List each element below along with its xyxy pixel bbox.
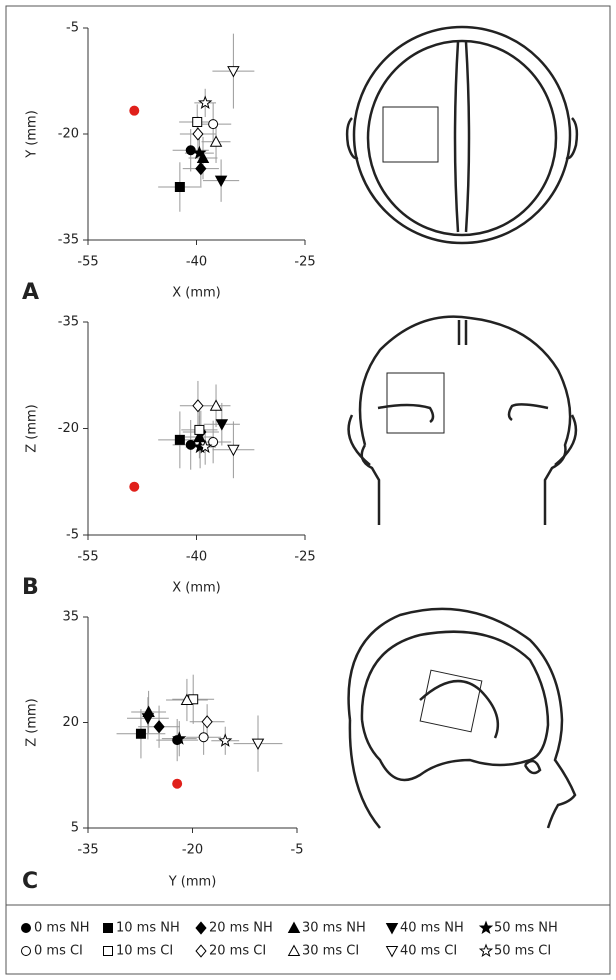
marker [21, 923, 31, 933]
marker [214, 175, 228, 188]
marker [192, 399, 204, 413]
head-side-view [347, 607, 577, 829]
head-top-view [345, 25, 579, 245]
marker [135, 728, 146, 739]
marker [180, 693, 194, 705]
legend-label: 30 ms NH [302, 921, 366, 936]
marker [385, 946, 399, 958]
y-tick-label: -35 [58, 233, 79, 248]
y-tick-label: -5 [66, 528, 79, 543]
marker [478, 943, 494, 958]
marker [21, 946, 31, 956]
marker [201, 715, 213, 729]
marker [185, 145, 196, 156]
y-tick-label: -20 [58, 421, 79, 436]
x-tick-label: -55 [77, 255, 98, 270]
x-axis-label: Y (mm) [168, 875, 217, 890]
x-tick-label: -35 [77, 843, 98, 858]
marker [251, 738, 265, 751]
marker [198, 95, 213, 109]
y-tick-label: 5 [71, 821, 79, 836]
legend-label: 10 ms NH [116, 921, 180, 936]
legend-label: 20 ms CI [209, 944, 266, 959]
x-tick-label: -40 [186, 255, 207, 270]
legend-label: 0 ms NH [34, 921, 89, 936]
marker [195, 162, 207, 176]
y-tick-label: 20 [62, 715, 79, 730]
y-axis-label: Y (mm) [25, 110, 40, 159]
marker [192, 116, 203, 127]
legend-label: 0 ms CI [34, 944, 83, 959]
legend-label: 40 ms CI [400, 944, 457, 959]
panel-label: B [22, 575, 39, 600]
marker [198, 439, 213, 454]
y-axis-label: Z (mm) [25, 404, 40, 453]
figure-border [5, 5, 611, 975]
x-tick-label: -25 [294, 255, 315, 270]
marker [195, 921, 207, 935]
head-front-view [347, 315, 578, 525]
x-axis-label: X (mm) [172, 286, 221, 301]
marker [227, 444, 240, 457]
marker [129, 481, 140, 492]
marker [103, 923, 113, 933]
marker [141, 713, 155, 725]
marker [172, 778, 183, 789]
marker [129, 105, 140, 116]
legend-label: 50 ms NH [494, 921, 558, 936]
marker [287, 944, 301, 956]
marker [385, 923, 399, 935]
y-tick-label: 35 [62, 610, 79, 625]
marker [208, 436, 219, 447]
marker [478, 920, 494, 935]
x-tick-label: -5 [291, 843, 304, 858]
marker [198, 732, 209, 743]
panel-label: A [22, 280, 39, 305]
marker [215, 419, 229, 431]
marker [192, 145, 207, 160]
y-tick-label: -5 [66, 21, 79, 36]
marker [218, 733, 233, 747]
marker [227, 66, 240, 78]
legend-label: 50 ms CI [494, 944, 551, 959]
x-tick-label: -25 [294, 550, 315, 565]
marker [209, 399, 223, 411]
legend-label: 10 ms CI [116, 944, 173, 959]
marker [195, 944, 207, 958]
x-tick-label: -40 [186, 550, 207, 565]
y-tick-label: -35 [58, 315, 79, 330]
x-tick-label: -20 [182, 843, 203, 858]
marker [192, 127, 204, 141]
marker [194, 424, 205, 435]
marker [287, 921, 301, 933]
marker [153, 720, 165, 734]
marker [174, 434, 185, 445]
legend-label: 30 ms CI [302, 944, 359, 959]
y-tick-label: -20 [58, 127, 79, 142]
x-axis-label: X (mm) [172, 581, 221, 596]
y-axis-label: Z (mm) [25, 698, 40, 747]
legend-label: 40 ms NH [400, 921, 464, 936]
marker [174, 182, 185, 192]
marker [172, 731, 187, 745]
panel-label: C [22, 869, 38, 894]
marker [209, 135, 223, 147]
x-tick-label: -55 [77, 550, 98, 565]
marker [208, 119, 219, 130]
legend-label: 20 ms NH [209, 921, 273, 936]
marker [103, 946, 113, 956]
